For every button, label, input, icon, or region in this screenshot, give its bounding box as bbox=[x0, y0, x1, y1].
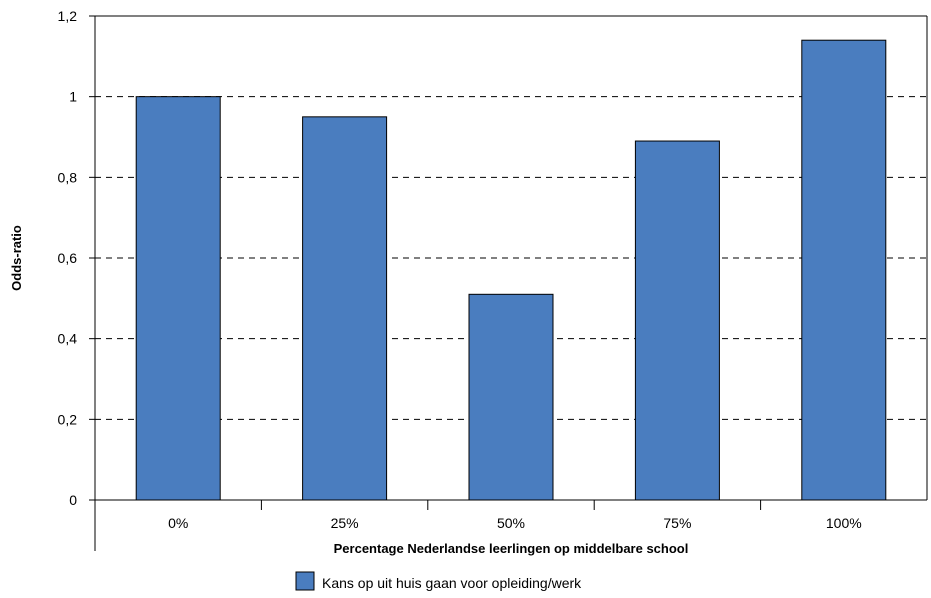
x-tick-label: 0% bbox=[168, 515, 188, 531]
y-axis-label: Odds-ratio bbox=[9, 225, 24, 291]
axes bbox=[89, 15, 928, 551]
x-tick-label: 100% bbox=[826, 515, 862, 531]
y-tick-label: 1 bbox=[69, 89, 77, 105]
y-tick-label: 0,6 bbox=[58, 250, 78, 266]
x-tick-label: 50% bbox=[497, 515, 525, 531]
bar bbox=[302, 116, 388, 501]
y-tick-labels: 0 0,2 0,4 0,6 0,8 1 1,2 bbox=[58, 8, 78, 508]
y-tick-label: 0,8 bbox=[58, 169, 78, 185]
bar bbox=[801, 39, 887, 501]
bar bbox=[634, 140, 720, 501]
y-tick-label: 0,2 bbox=[58, 411, 78, 427]
gridlines bbox=[95, 96, 927, 420]
x-tick-label: 25% bbox=[331, 515, 359, 531]
legend-label: Kans op uit huis gaan voor opleiding/wer… bbox=[322, 575, 582, 591]
y-tick-label: 1,2 bbox=[58, 8, 78, 24]
x-axis-label: Percentage Nederlandse leerlingen op mid… bbox=[334, 541, 689, 556]
legend-swatch bbox=[295, 571, 315, 591]
legend: Kans op uit huis gaan voor opleiding/wer… bbox=[295, 571, 582, 591]
x-tick-labels: 0% 25% 50% 75% 100% bbox=[168, 515, 862, 531]
bar bbox=[135, 96, 221, 501]
bar bbox=[468, 293, 554, 501]
x-tick-label: 75% bbox=[663, 515, 691, 531]
bars bbox=[135, 39, 887, 501]
y-tick-label: 0,4 bbox=[58, 331, 78, 347]
y-tick-label: 0 bbox=[69, 492, 77, 508]
